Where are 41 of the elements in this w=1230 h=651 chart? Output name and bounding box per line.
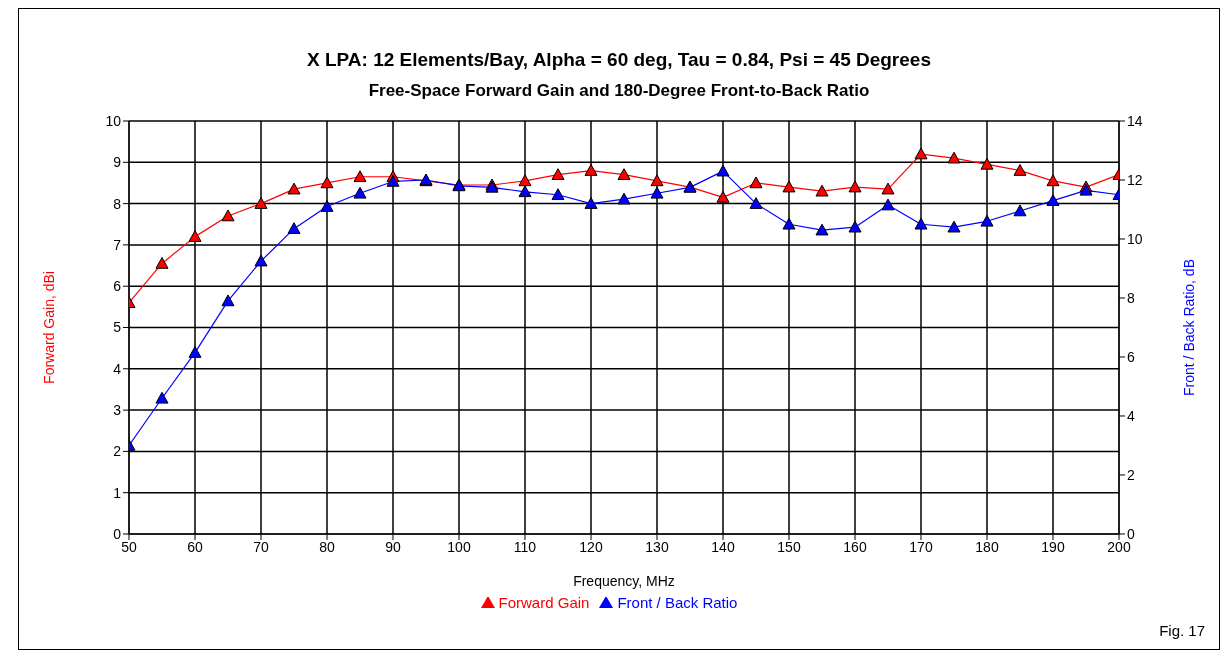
y-tick-label: 5 <box>113 319 122 336</box>
y2-tick-label: 14 <box>1127 112 1143 129</box>
y2-tick-label: 10 <box>1127 230 1143 247</box>
y2-tick-label: 2 <box>1127 466 1135 483</box>
x-tick-label: 110 <box>513 538 537 555</box>
x-axis-title: Frequency, MHz <box>573 572 675 589</box>
x-tick-label: 180 <box>975 538 999 555</box>
chart-title: X LPA: 12 Elements/Bay, Alpha = 60 deg, Tau = 0.84, Psi = 45 Degrees <box>306 49 932 71</box>
legend-label: Front / Back Ratio <box>617 593 738 611</box>
y-tick-label: 6 <box>113 278 122 295</box>
y-tick-label: 4 <box>113 360 122 377</box>
x-tick-label: 150 <box>777 538 801 555</box>
y-tick-label: 3 <box>113 402 122 419</box>
chart-subtitle: Free-Space Forward Gain and 180-Degree Front-to-Back Ratio <box>367 81 871 101</box>
y2-tick-label: 6 <box>1127 348 1135 365</box>
y-tick-label: 10 <box>105 112 122 129</box>
legend-label: Forward Gain <box>498 593 590 611</box>
y-tick-label: 1 <box>113 484 122 501</box>
y-tick-label: 9 <box>113 154 122 171</box>
x-tick-label: 140 <box>711 538 735 555</box>
x-tick-label: 70 <box>253 538 269 555</box>
y-tick-label: 2 <box>113 443 122 460</box>
x-tick-label: 60 <box>187 538 203 555</box>
x-tick-label: 190 <box>1041 538 1065 555</box>
x-tick-label: 100 <box>447 538 471 555</box>
y-tick-label: 8 <box>113 195 122 212</box>
y2-axis-title: Front / Back Ratio, dB <box>1180 259 1197 396</box>
y-tick-label: 7 <box>113 236 122 253</box>
x-tick-label: 80 <box>319 538 335 555</box>
x-tick-label: 90 <box>385 538 401 555</box>
y-axis-title: Forward Gain, dBi <box>40 271 57 384</box>
y2-tick-label: 8 <box>1127 289 1135 306</box>
x-tick-label: 120 <box>579 538 603 555</box>
y2-tick-label: 4 <box>1127 407 1135 424</box>
x-tick-label: 130 <box>645 538 669 555</box>
x-tick-label: 50 <box>121 538 137 555</box>
y-tick-label: 0 <box>113 525 122 542</box>
x-tick-label: 160 <box>843 538 867 555</box>
x-tick-label: 170 <box>909 538 933 555</box>
caption: Fig. 17 <box>1159 622 1205 639</box>
y2-tick-label: 12 <box>1127 171 1143 188</box>
